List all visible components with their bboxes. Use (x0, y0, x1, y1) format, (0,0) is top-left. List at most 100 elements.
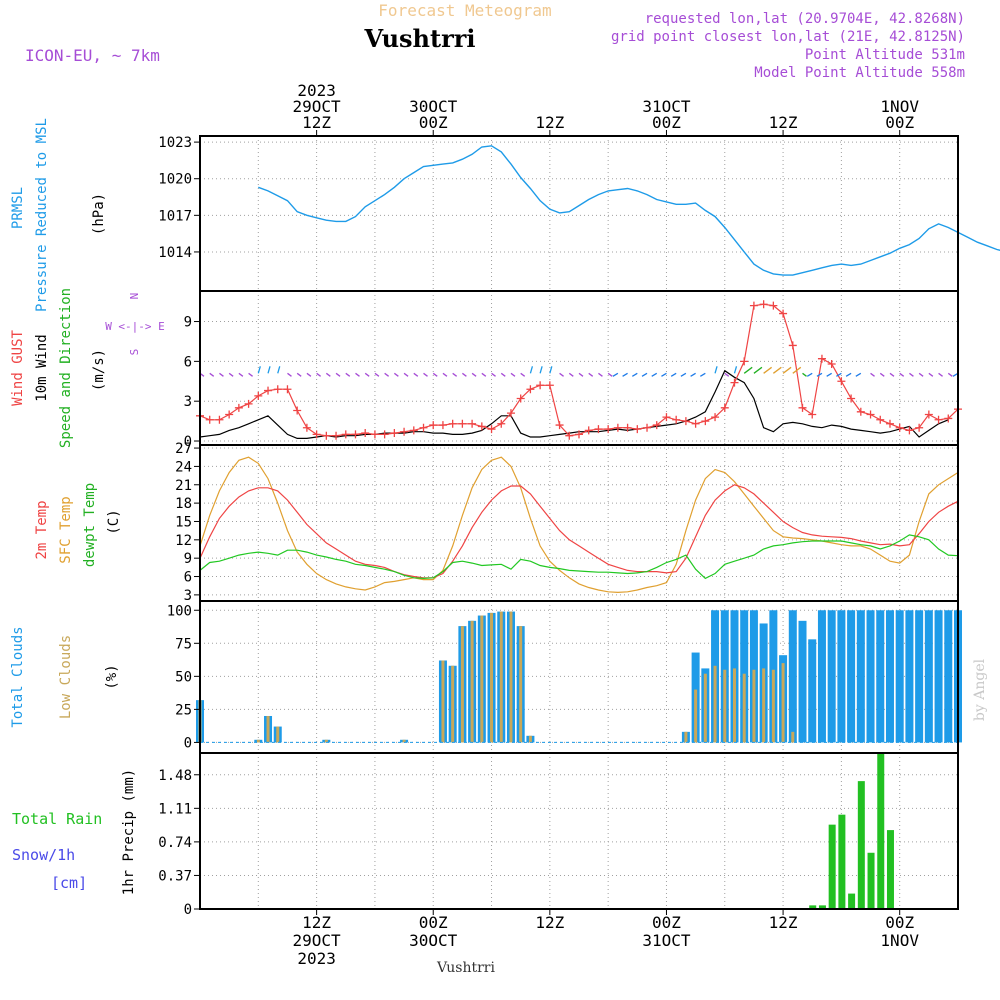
gust-marker (341, 430, 350, 439)
y-tick-label: 0.74 (158, 835, 192, 851)
wind-direction-arrow (651, 372, 658, 377)
gust-marker (623, 423, 632, 432)
wind-direction-arrow (384, 372, 390, 377)
top-time-label: 12Z (302, 113, 331, 132)
precip-unit: 1hr Precip (mm) (121, 769, 137, 895)
gust-marker (652, 421, 661, 430)
wind-direction-arrow (529, 366, 534, 374)
wind-direction-arrow (661, 372, 667, 377)
y-tick-label: 0 (184, 902, 192, 918)
wind-direction-arrow (607, 372, 613, 377)
wind-frame (199, 290, 959, 446)
gust-marker (545, 381, 554, 390)
rain-label: Total Rain (12, 810, 102, 828)
footer-location: Vushtrri (436, 960, 495, 976)
gust-marker (438, 421, 447, 430)
bottom-time-label: 12Z (302, 913, 331, 932)
wind-10m-label: 10m Wind (34, 334, 50, 401)
grid-layer (200, 136, 958, 910)
wind-direction-arrow (510, 372, 516, 377)
temp-2m-label: 2m Temp (34, 500, 50, 559)
gust-marker (885, 419, 894, 428)
y-tick-label: 3 (184, 394, 192, 410)
gust-marker (254, 391, 263, 400)
pressure-reduced-label: Pressure Reduced to MSL (34, 118, 50, 312)
low-cloud-bar (509, 611, 513, 743)
total-cloud-bar (847, 610, 856, 743)
wind-unit: (m/s) (91, 349, 107, 391)
gust-marker (283, 385, 292, 394)
low-cloud-bar (324, 739, 328, 743)
y-tick-label: 6 (184, 354, 192, 370)
low-cloud-bar (266, 715, 270, 743)
wind-direction-arrow (238, 372, 244, 377)
y-tick-label: 21 (175, 478, 192, 494)
gust-marker (905, 426, 914, 435)
gust-marker (264, 386, 273, 395)
wind-direction-arrow (724, 372, 730, 377)
top-time-label: 12Z (535, 113, 564, 132)
gust-marker (915, 423, 924, 432)
compass-we: W <-|-> E (105, 320, 165, 333)
gust-marker (672, 415, 681, 424)
wind-direction-arrow (296, 372, 302, 377)
wind-direction-arrow (714, 366, 718, 374)
total-cloud-bar (808, 639, 817, 743)
top-time-label: 00Z (419, 113, 448, 132)
gust-marker (225, 410, 234, 419)
wind-direction-arrow (306, 372, 312, 377)
gust-marker (740, 357, 749, 366)
clouds-panel (196, 610, 962, 743)
gust-marker (390, 429, 399, 438)
total-cloud-bar (817, 610, 826, 743)
low-cloud-bar (752, 669, 756, 743)
wind-direction-arrow (461, 372, 467, 377)
wind-direction-arrow (267, 366, 271, 374)
gust-label: Wind GUST (10, 330, 26, 406)
wind-direction-arrow (806, 372, 813, 377)
low-cloud-bar (781, 663, 785, 743)
gust-marker (934, 415, 943, 424)
wind-direction-arrow (772, 366, 782, 374)
gust-marker (351, 430, 360, 439)
gust-marker (234, 403, 243, 412)
wind-direction-arrow (374, 372, 380, 377)
precip-frame (199, 752, 959, 910)
gust-marker (779, 309, 788, 318)
total-cloud-bar (924, 610, 933, 743)
gust-marker (788, 341, 797, 350)
total-cloud-bar (885, 610, 894, 743)
wind-direction-arrow (568, 372, 574, 377)
low-cloud-bar (742, 673, 746, 743)
total-cloud-bar (837, 610, 846, 743)
bottom-time-label: 30OCT (409, 931, 458, 950)
compass-n: N (128, 293, 141, 300)
bottom-time-label: 2023 (297, 949, 336, 968)
pressure-unit: (hPa) (91, 193, 107, 235)
wind-direction-arrow (588, 372, 594, 377)
wind-panel (196, 300, 962, 440)
wind-direction-arrow (612, 372, 619, 377)
y-tick-label: 27 (175, 441, 192, 457)
gust-marker (244, 399, 253, 408)
gust-marker (516, 394, 525, 403)
top-time-label: 12Z (769, 113, 798, 132)
gust-marker (400, 427, 409, 436)
wind-direction-arrow (413, 372, 419, 377)
y-tick-label: 24 (175, 459, 192, 475)
wind-direction-arrow (442, 372, 448, 377)
y-tick-label: 1017 (158, 208, 192, 224)
low-cloud-bar (684, 731, 688, 743)
total-cloud-bar (866, 610, 875, 743)
wind-direction-arrow (753, 366, 763, 374)
low-cloud-bar (771, 669, 775, 743)
low-cloud-bar (791, 731, 795, 743)
wind-direction-arrow (845, 372, 852, 377)
wind-direction-arrow (287, 372, 292, 377)
rain-bar (877, 753, 885, 909)
gust-marker (458, 419, 467, 428)
low-cloud-bar (460, 626, 464, 743)
low-cloud-bar (470, 620, 474, 743)
temperature-frame (199, 444, 959, 602)
y-tick-label: 15 (175, 514, 192, 530)
